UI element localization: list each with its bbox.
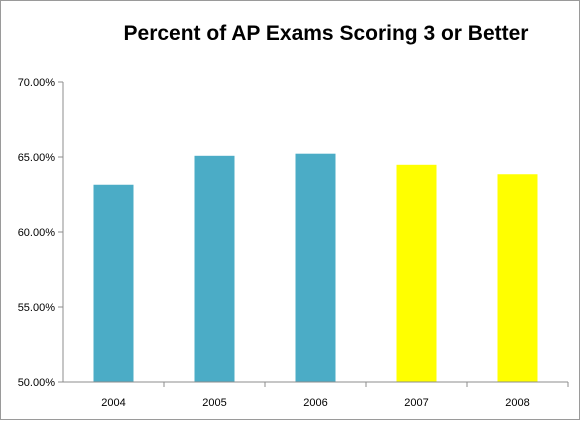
y-tick-label: 65.00% [18, 152, 56, 164]
chart-title: Percent of AP Exams Scoring 3 or Better [124, 22, 529, 45]
bar-2005 [194, 155, 235, 382]
bar-2006 [295, 153, 336, 382]
y-tick-label: 60.00% [18, 227, 56, 239]
bar-2008 [497, 174, 538, 382]
y-tick-label: 70.00% [18, 77, 56, 89]
x-tick-label: 2004 [101, 397, 125, 409]
x-axis-ticks: 2004 2005 2006 2007 2008 [101, 382, 569, 409]
bars [93, 153, 538, 382]
x-tick-label: 2005 [202, 397, 226, 409]
x-tick-label: 2008 [505, 397, 529, 409]
y-tick-label: 55.00% [18, 302, 56, 314]
y-tick-label: 50.00% [18, 377, 56, 389]
bar-2007 [396, 164, 437, 382]
y-axis-ticks: 70.00% 65.00% 60.00% 55.00% 50.00% [18, 77, 63, 389]
bar-2004 [93, 184, 134, 382]
x-tick-label: 2007 [404, 397, 428, 409]
x-tick-label: 2006 [303, 397, 327, 409]
